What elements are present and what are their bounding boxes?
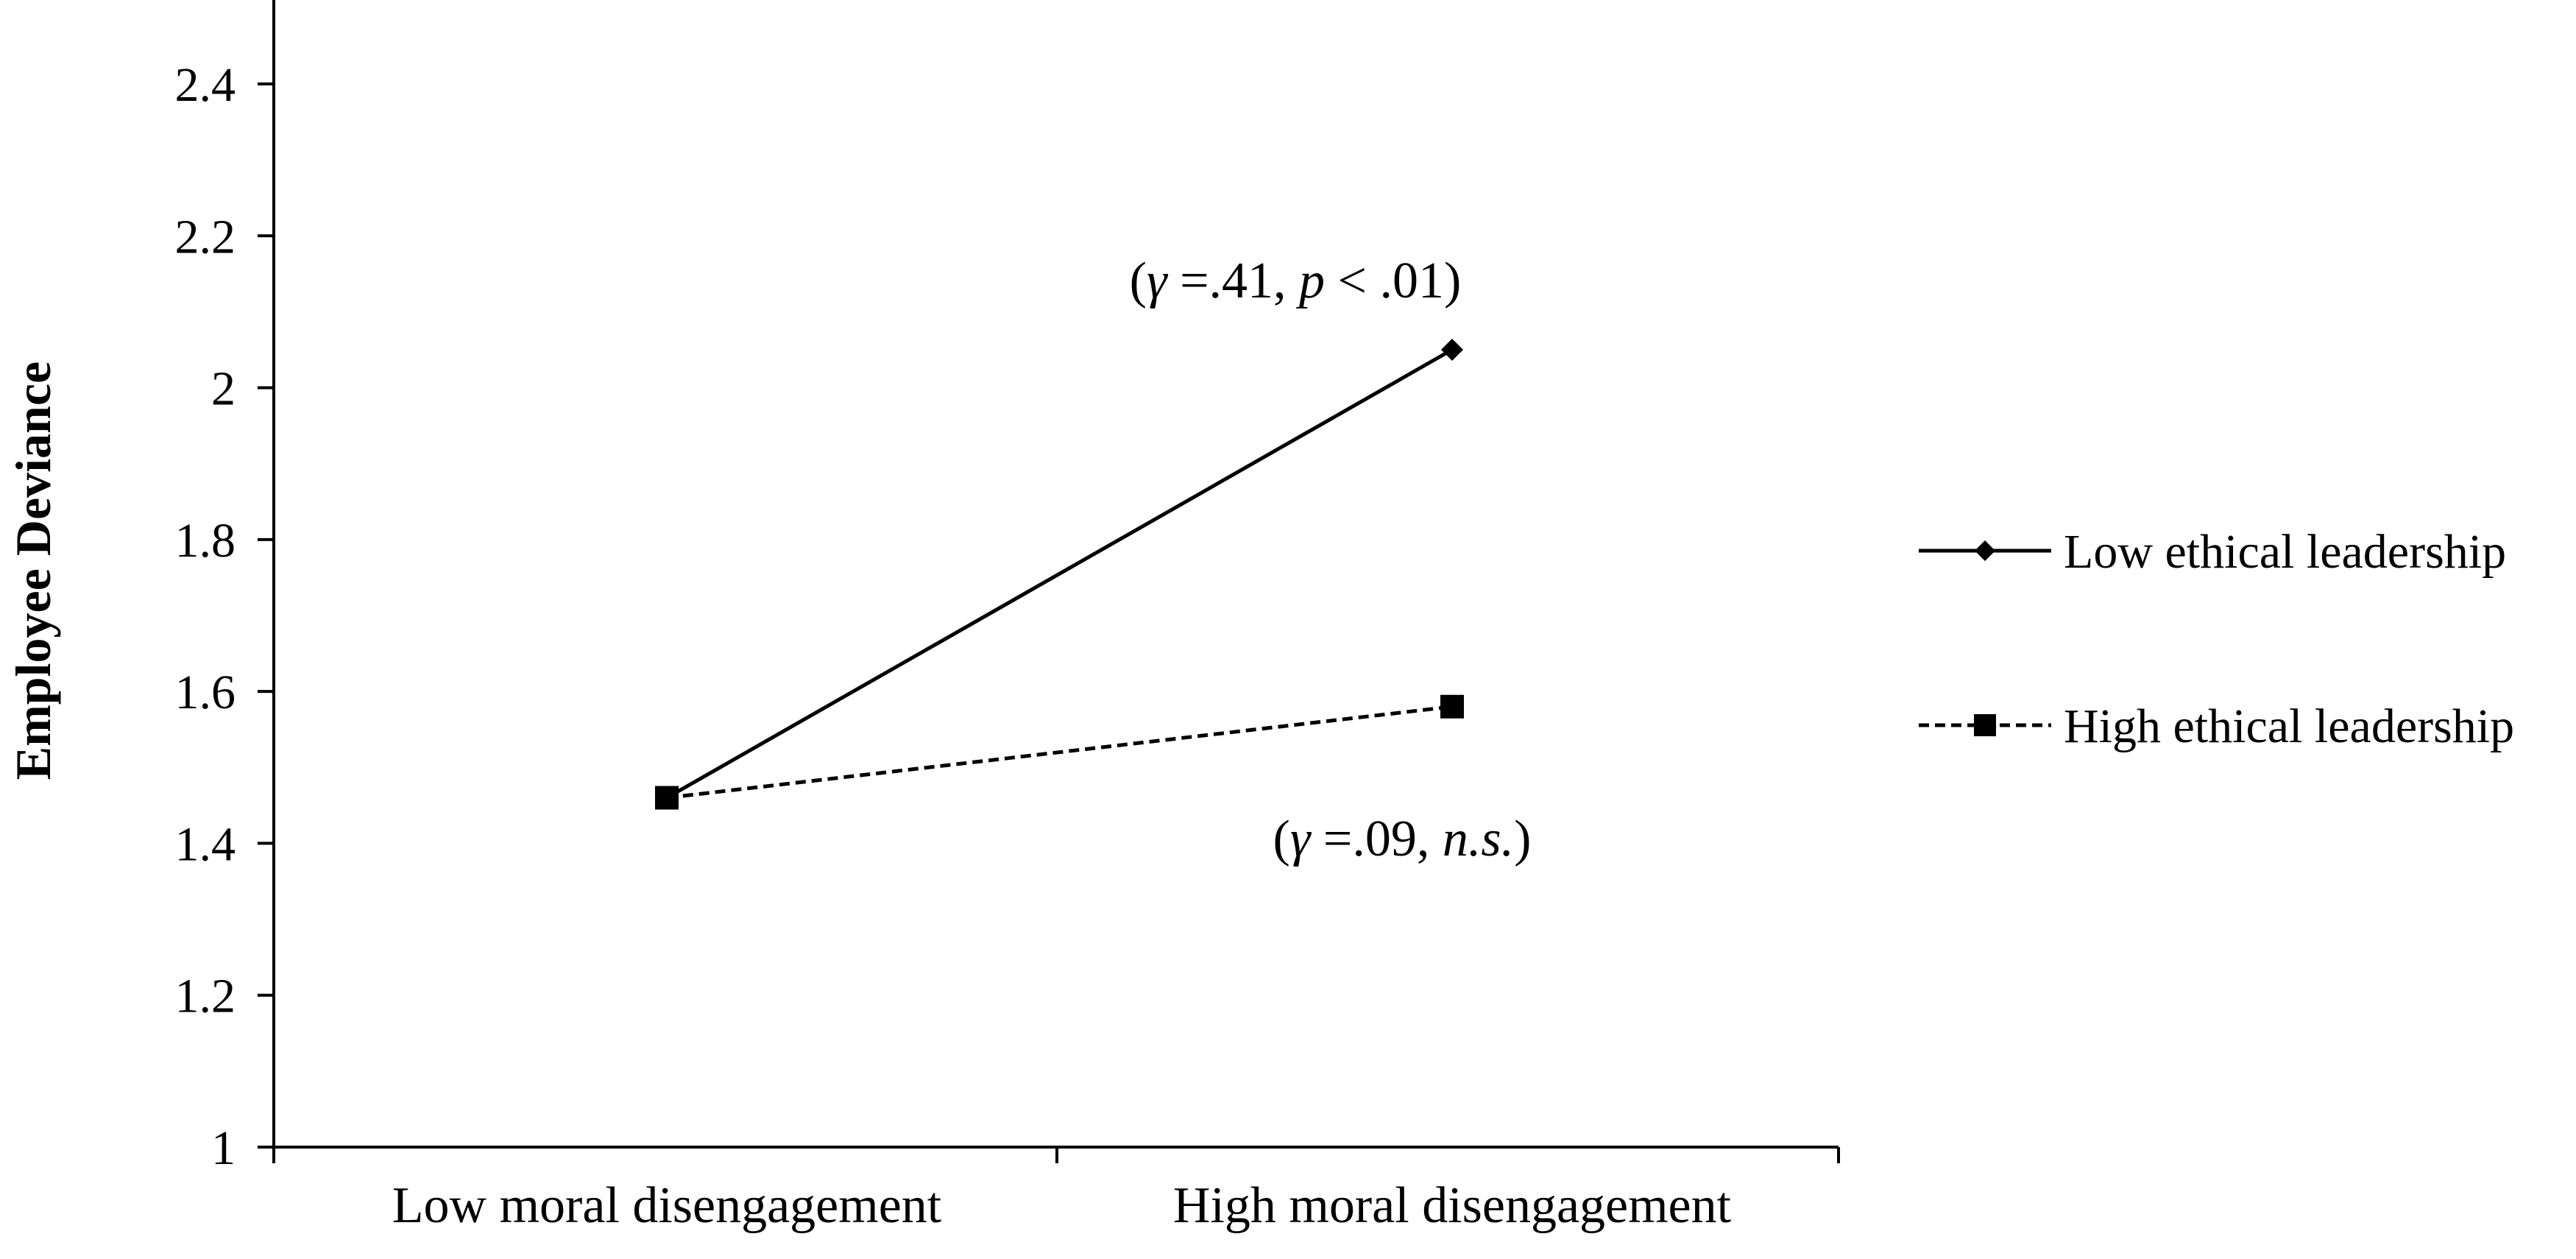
series-line: [665, 348, 1454, 800]
slope-annotation: (γ =.41, p < .01): [1130, 253, 1462, 309]
y-tick-label: 2.4: [175, 58, 236, 112]
annotation-part: γ: [1290, 811, 1312, 867]
legend-diamond-marker: [1975, 540, 1995, 561]
legend: Low ethical leadership High ethical leade…: [1919, 525, 2514, 753]
annotation-part: p: [1295, 253, 1325, 309]
diamond-marker: [1441, 339, 1463, 361]
annotation-part: < .01): [1325, 253, 1461, 309]
annotation-part: γ: [1147, 253, 1169, 309]
series-line: [666, 705, 1453, 800]
x-tick-label: High moral disengagement: [1173, 1177, 1732, 1234]
annotation-part: (: [1273, 811, 1290, 867]
annotation-part: =.09,: [1310, 811, 1442, 867]
x-tick-label: Low moral disengagement: [392, 1177, 942, 1234]
legend-label: Low ethical leadership: [2064, 525, 2506, 579]
annotation-part: =.41,: [1167, 253, 1299, 309]
legend-square-marker: [1974, 714, 1996, 736]
square-marker: [655, 786, 679, 810]
legend-item-0: Low ethical leadership: [1919, 525, 2506, 579]
annotation-part: ): [1514, 811, 1531, 867]
x-axis-ticks: Low moral disengagement High moral diseng…: [272, 1147, 1840, 1234]
series-lines: [655, 339, 1464, 810]
y-tick-label: 1.2: [175, 970, 236, 1023]
legend-item-1: High ethical leadership: [1919, 699, 2514, 753]
slope-annotation: (γ =.09, n.s.): [1273, 811, 1532, 867]
y-axis-ticks: 1 1.2 1.4 1.6 1.8 2 2.2 2.4: [175, 58, 274, 1175]
slope-annotations: (γ =.41, p < .01)(γ =.09, n.s.): [1130, 253, 1532, 867]
y-tick-label: 1: [211, 1121, 236, 1175]
annotation-part: (: [1130, 253, 1147, 309]
y-tick-label: 1.8: [175, 514, 236, 568]
square-marker: [1440, 694, 1464, 719]
series-1: [655, 694, 1464, 810]
annotation-part: n.s.: [1443, 811, 1514, 867]
legend-label: High ethical leadership: [2064, 699, 2514, 753]
y-tick-label: 1.6: [175, 666, 236, 719]
y-tick-label: 2: [211, 362, 236, 416]
y-axis-label: Employee Deviance: [5, 362, 61, 780]
y-tick-label: 1.4: [175, 817, 236, 871]
series-0: [656, 339, 1463, 809]
y-tick-label: 2.2: [175, 210, 236, 264]
